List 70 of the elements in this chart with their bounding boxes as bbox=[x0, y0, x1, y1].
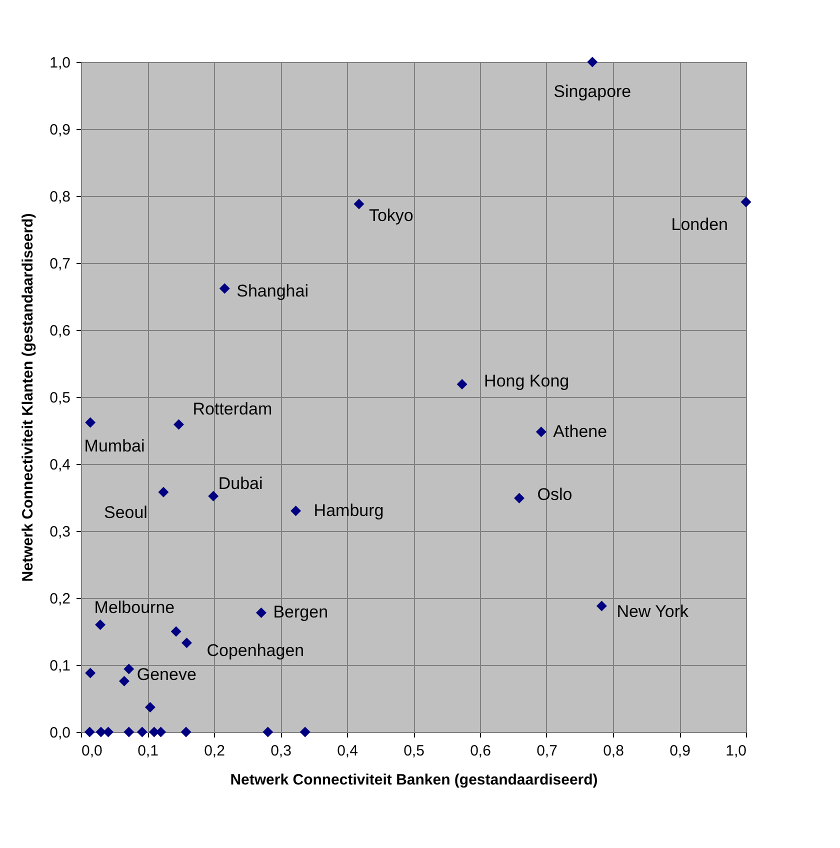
annotation: Copenhagen bbox=[206, 640, 304, 660]
x-tick-label: 0,0 bbox=[82, 742, 102, 760]
point bbox=[300, 726, 310, 738]
x-tick-label: 1,0 bbox=[726, 742, 746, 760]
annotation: Londen bbox=[671, 215, 728, 234]
y-tick-label: 1,0 bbox=[50, 54, 70, 72]
annotation: New York bbox=[616, 602, 690, 622]
annotation: Oslo bbox=[537, 485, 572, 504]
x-tick-label: 0,2 bbox=[204, 742, 225, 760]
annotation: Tokyo bbox=[368, 206, 414, 226]
y-tick-label: 0,1 bbox=[50, 658, 70, 674]
y-tick-label: 0,0 bbox=[50, 724, 70, 742]
point bbox=[103, 726, 114, 738]
point bbox=[181, 638, 192, 648]
annotation: Bergen bbox=[273, 602, 328, 622]
x-tick-label: 0,5 bbox=[404, 742, 424, 760]
point bbox=[219, 283, 230, 294]
annotation: Shanghai bbox=[236, 281, 308, 300]
point bbox=[124, 664, 134, 674]
point bbox=[85, 668, 96, 678]
point bbox=[354, 198, 364, 210]
y-tick-label: 0,2 bbox=[50, 590, 70, 608]
point bbox=[118, 676, 130, 686]
point bbox=[85, 417, 96, 428]
point bbox=[84, 726, 95, 738]
point bbox=[587, 56, 598, 68]
point bbox=[290, 506, 302, 516]
point bbox=[174, 419, 184, 430]
y-tick-label: 0,5 bbox=[50, 390, 70, 406]
point bbox=[136, 726, 148, 738]
annotation: Hamburg bbox=[314, 500, 384, 520]
point bbox=[144, 702, 156, 712]
x-tick-label: 0,8 bbox=[603, 742, 624, 760]
annotation: Seoul bbox=[104, 503, 148, 522]
y-tick-label: 0,4 bbox=[50, 456, 70, 474]
y-tick-label: 0,3 bbox=[50, 524, 70, 540]
y-axis-title: Netwerk Connectiviteit Klanten (gestandaardiseerd) bbox=[20, 213, 37, 582]
point bbox=[96, 726, 106, 738]
point bbox=[124, 726, 134, 738]
annotation: Melbourne bbox=[94, 598, 175, 617]
annotation: Rotterdam bbox=[192, 399, 272, 418]
point bbox=[262, 726, 274, 738]
y-tick-label: 0,8 bbox=[50, 188, 70, 206]
x-tick-label: 0,7 bbox=[536, 742, 558, 760]
point bbox=[740, 196, 752, 208]
annotation: Hong Kong bbox=[484, 371, 570, 390]
annotation: Dubai bbox=[218, 474, 263, 494]
y-tick-label: 0,9 bbox=[50, 122, 70, 138]
annotation: Athene bbox=[553, 422, 608, 441]
point bbox=[170, 626, 182, 637]
point bbox=[256, 607, 266, 618]
x-tick-label: 0,3 bbox=[270, 742, 292, 760]
point bbox=[95, 620, 106, 630]
annotation: Mumbai bbox=[84, 436, 145, 456]
point bbox=[596, 600, 607, 612]
y-tick-label: 0,7 bbox=[50, 256, 70, 272]
point bbox=[456, 379, 468, 390]
point bbox=[180, 726, 192, 738]
x-tick-label: 0,1 bbox=[138, 742, 158, 760]
x-tick-label: 0,6 bbox=[470, 742, 491, 760]
y-tick-label: 0,6 bbox=[50, 322, 70, 340]
x-tick-label: 0,9 bbox=[670, 742, 690, 760]
point bbox=[208, 490, 219, 502]
point bbox=[514, 492, 524, 504]
annotation: Singapore bbox=[554, 82, 632, 101]
point bbox=[536, 426, 546, 438]
point bbox=[158, 486, 169, 498]
annotation: Geneve bbox=[136, 665, 196, 684]
x-axis-title: Netwerk Connectiviteit Banken (gestandaardiseerd) bbox=[230, 772, 598, 788]
x-tick-label: 0,4 bbox=[337, 742, 358, 760]
